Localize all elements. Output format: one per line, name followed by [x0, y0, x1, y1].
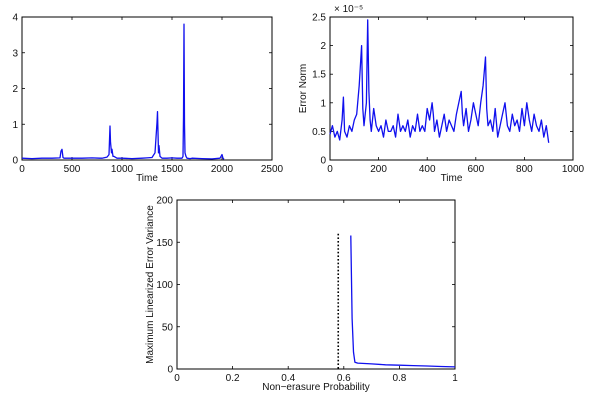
y-axis-label: Maximum Linearized Error Variance [145, 205, 156, 364]
y-tick-label: 0 [167, 365, 173, 376]
y-tick-label: 2 [320, 41, 326, 52]
y-tick-label: 200 [156, 196, 173, 207]
y-tick-label: 100 [156, 280, 173, 291]
x-axis-label: Non−erasure Probability [262, 382, 370, 393]
chart-error-variance: 0 0.2 0.4 0.6 0.8 1 0 50 100 150 200 Non−erasure Pr… [145, 196, 458, 394]
y-tick-label: 50 [162, 322, 174, 333]
x-tick-label: 0.2 [226, 373, 240, 384]
x-tick-label: 0 [174, 373, 180, 384]
y-tick-label: 0 [320, 156, 326, 167]
x-tick-label: 600 [467, 164, 484, 175]
y-tick-label: 0.5 [312, 127, 326, 138]
y-tick-label: 3 [12, 48, 18, 59]
x-tick-label: 0.4 [281, 373, 295, 384]
y-tick-label: 4 [12, 13, 18, 24]
series-line [329, 19, 550, 143]
x-tick-label: 1000 [111, 164, 134, 175]
y-tick-label: 2 [12, 84, 18, 95]
chart-error-norm: 0 200 400 600 800 1000 0 0.5 1 1.5 2 2.5 Time Error N… [298, 4, 585, 184]
axes-frame [329, 16, 574, 161]
axes-frame [176, 199, 456, 370]
y-tick-label: 1.5 [312, 70, 326, 81]
x-tick-label: 200 [370, 164, 387, 175]
x-axis-label: Time [441, 173, 463, 184]
axes-frame [21, 16, 273, 161]
y-tick-label: 2.5 [312, 13, 326, 24]
x-tick-label: 0 [19, 164, 25, 175]
y-tick-label: 150 [156, 238, 173, 249]
x-tick-label: 0.8 [392, 373, 406, 384]
x-tick-label: 2000 [211, 164, 234, 175]
x-tick-label: 1500 [161, 164, 184, 175]
x-tick-label: 2500 [261, 164, 284, 175]
x-tick-label: 0.6 [337, 373, 351, 384]
y-axis-label: Error Norm [298, 64, 309, 113]
x-tick-label: 500 [64, 164, 81, 175]
chart-time-series-spikes: 0 500 1000 1500 2000 2500 0 1 2 3 4 Time [12, 13, 283, 185]
series-line [350, 235, 456, 368]
y-axis-multiplier: × 10⁻⁵ [334, 4, 363, 15]
x-tick-label: 1000 [562, 164, 585, 175]
y-tick-label: 0 [12, 156, 18, 167]
y-tick-label: 1 [12, 120, 18, 131]
y-tick-label: 1 [320, 98, 326, 109]
x-axis-label: Time [136, 173, 158, 184]
x-tick-label: 0 [327, 164, 333, 175]
x-tick-label: 400 [419, 164, 436, 175]
series-line [21, 23, 225, 160]
x-tick-label: 800 [516, 164, 533, 175]
x-tick-label: 1 [452, 373, 458, 384]
